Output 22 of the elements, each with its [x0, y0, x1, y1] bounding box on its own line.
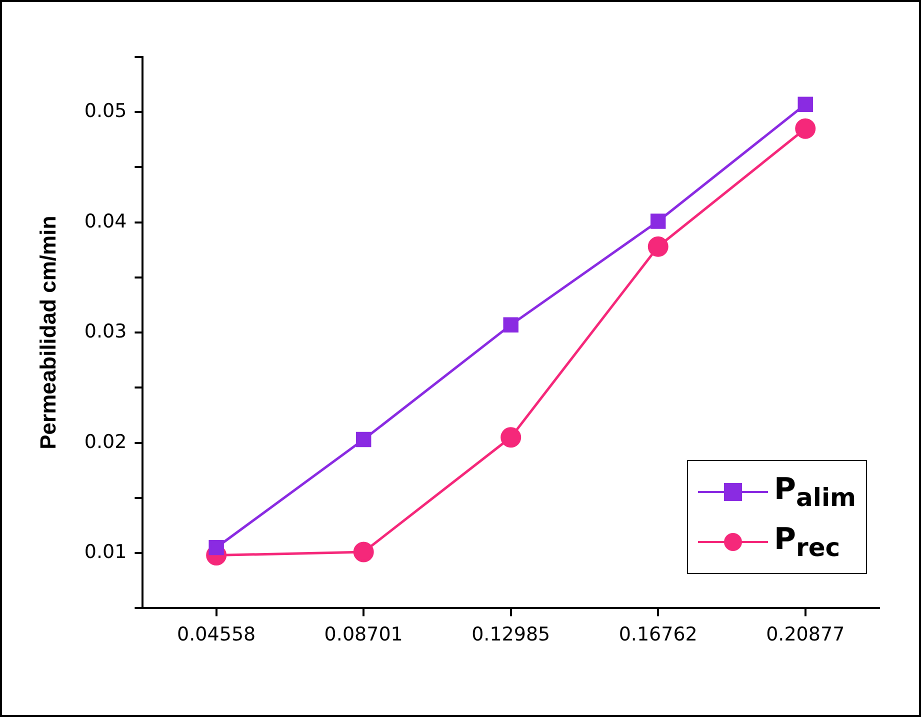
y-axis-title: Permeabilidad cm/min — [35, 216, 60, 450]
point — [500, 427, 522, 448]
point — [208, 540, 224, 556]
x-tick-label: 0.12985 — [472, 624, 550, 646]
x-tick-label: 0.16762 — [618, 624, 698, 646]
point — [795, 118, 816, 139]
point — [650, 214, 666, 229]
x-tick-label: 0.04558 — [177, 624, 256, 646]
point — [798, 96, 813, 112]
point — [353, 542, 374, 562]
y-tick-label: 0.03 — [84, 320, 127, 343]
y-tick-label: 0.04 — [84, 210, 127, 232]
y-tick-label: 0.02 — [84, 430, 127, 453]
y-tick-label: 0.05 — [84, 100, 127, 122]
x-tick-label: 0.20877 — [766, 624, 845, 646]
legend-label: P$_{rec}$ — [774, 522, 840, 562]
point — [503, 317, 518, 332]
legend-label: P$_{alim}$ — [774, 472, 856, 512]
x-tick-label: 0.08701 — [324, 624, 403, 646]
y-tick-label: 0.01 — [84, 541, 127, 564]
point — [648, 236, 668, 257]
point — [356, 432, 372, 448]
